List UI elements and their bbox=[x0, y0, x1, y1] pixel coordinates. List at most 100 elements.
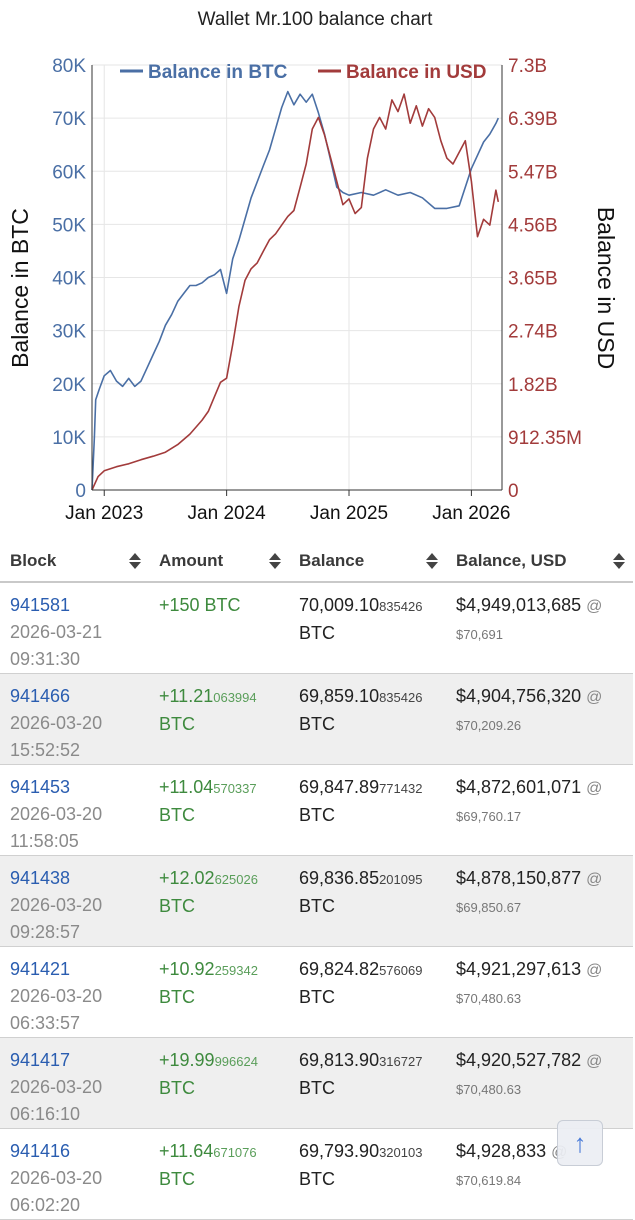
usd-at: @ bbox=[586, 1053, 603, 1070]
sort-icon bbox=[613, 552, 625, 570]
x-tick-label: Jan 2024 bbox=[188, 503, 267, 524]
x-tick-label: Jan 2023 bbox=[65, 503, 143, 524]
block-link[interactable]: 941421 bbox=[10, 959, 71, 979]
chart-axes: 0 0 10K 912.35M 20K 1.82B 30K 2.74B 40K 3.65B 50K 4… bbox=[52, 56, 582, 524]
chart-legend: Balance in BTC Balance in USD bbox=[120, 62, 486, 83]
table-row: 941453 2026-03-20 11:58:05 +11.04570337 BTC 6… bbox=[0, 764, 633, 856]
balance-small-digits: 835426 bbox=[379, 599, 423, 614]
y-axis-label-left: Balance in BTC bbox=[7, 208, 33, 368]
amount-unit: BTC bbox=[159, 1078, 195, 1098]
header-block[interactable]: Block bbox=[0, 540, 149, 583]
x-tick-label: Jan 2026 bbox=[432, 503, 510, 524]
transactions-table-wrap: Block Amount Balance Balance, USD 941581… bbox=[0, 540, 635, 1220]
block-time: 06:16:10 bbox=[10, 1104, 81, 1124]
sort-icon bbox=[269, 552, 281, 570]
header-balance-label: Balance bbox=[299, 550, 365, 570]
header-balance[interactable]: Balance bbox=[289, 540, 446, 583]
block-date: 2026-03-20 bbox=[10, 1077, 103, 1097]
balance-main: 69,859.10 bbox=[299, 686, 380, 706]
amount-main: +19.99 bbox=[159, 1050, 215, 1070]
cell-balance: 69,793.90320103 BTC bbox=[289, 1128, 446, 1220]
block-date: 2026-03-20 bbox=[10, 804, 103, 824]
header-amount[interactable]: Amount bbox=[149, 540, 289, 583]
chart-grid bbox=[92, 64, 502, 491]
balance-small-digits: 576069 bbox=[379, 963, 423, 978]
amount-unit: BTC bbox=[159, 805, 195, 825]
balance-unit: BTC bbox=[299, 805, 335, 825]
balance-small-digits: 835426 bbox=[379, 690, 423, 705]
cell-amount: +150 BTC bbox=[149, 582, 289, 674]
table-header-row: Block Amount Balance Balance, USD bbox=[0, 540, 633, 583]
table-row: 941466 2026-03-20 15:52:52 +11.21063994 BTC 6… bbox=[0, 673, 633, 765]
y-tick-label-left: 30K bbox=[52, 322, 86, 343]
block-time: 06:02:20 bbox=[10, 1195, 81, 1215]
y-tick-label-right: 4.56B bbox=[508, 215, 558, 236]
cell-balance-usd: $4,878,150,877 @ $69,850.67 bbox=[446, 855, 633, 947]
block-link[interactable]: 941581 bbox=[10, 595, 71, 615]
amount-small-digits: 671076 bbox=[213, 1145, 257, 1160]
balance-unit: BTC bbox=[299, 1078, 335, 1098]
balance-small-digits: 201095 bbox=[379, 872, 423, 887]
amount-unit: BTC bbox=[159, 987, 195, 1007]
cell-amount: +11.64671076 BTC bbox=[149, 1128, 289, 1220]
y-axis-label-right: Balance in USD bbox=[593, 207, 619, 369]
y-tick-label-left: 0 bbox=[75, 481, 86, 502]
header-balance-usd-label: Balance, USD bbox=[456, 550, 567, 570]
balance-unit: BTC bbox=[299, 896, 335, 916]
amount-unit: BTC bbox=[159, 714, 195, 734]
y-tick-label-right: 2.74B bbox=[508, 322, 558, 343]
cell-balance: 69,824.82576069 BTC bbox=[289, 946, 446, 1038]
block-link[interactable]: 941417 bbox=[10, 1050, 71, 1070]
table-row: 941581 2026-03-21 09:31:30 +150 BTC 70,009.1… bbox=[0, 582, 633, 674]
cell-amount: +11.21063994 BTC bbox=[149, 673, 289, 765]
header-balance-usd[interactable]: Balance, USD bbox=[446, 540, 633, 583]
legend-label-btc: Balance in BTC bbox=[148, 62, 288, 83]
y-tick-label-right: 0 bbox=[508, 481, 519, 502]
amount-small-digits: 063994 bbox=[213, 690, 257, 705]
cell-amount: +12.02625026 BTC bbox=[149, 855, 289, 947]
scroll-to-top-button[interactable]: ↑ bbox=[557, 1120, 603, 1166]
balance-main: 69,793.90 bbox=[299, 1141, 380, 1161]
amount-main: +11.64 bbox=[159, 1141, 214, 1161]
y-tick-label-right: 912.35M bbox=[508, 428, 582, 449]
amount-unit: BTC bbox=[159, 1169, 195, 1189]
y-tick-label-right: 7.3B bbox=[508, 56, 547, 77]
usd-at: @ bbox=[586, 871, 603, 888]
cell-amount: +19.99996624 BTC bbox=[149, 1037, 289, 1129]
cell-balance: 69,847.89771432 BTC bbox=[289, 764, 446, 856]
amount-main: +10.92 bbox=[159, 959, 215, 979]
cell-balance-usd: $4,872,601,071 @ $69,760.17 bbox=[446, 764, 633, 856]
block-time: 06:33:57 bbox=[10, 1013, 81, 1033]
balance-main: 69,824.82 bbox=[299, 959, 380, 979]
cell-amount: +10.92259342 BTC bbox=[149, 946, 289, 1038]
table-row: 941416 2026-03-20 06:02:20 +11.64671076 BTC 6… bbox=[0, 1128, 633, 1220]
cell-block: 941581 2026-03-21 09:31:30 bbox=[0, 582, 149, 674]
balance-main: 70,009.10 bbox=[299, 595, 380, 615]
balance-small-digits: 316727 bbox=[379, 1054, 423, 1069]
amount-small-digits: 625026 bbox=[214, 872, 258, 887]
block-link[interactable]: 941416 bbox=[10, 1141, 71, 1161]
block-time: 09:28:57 bbox=[10, 922, 81, 942]
y-tick-label-left: 20K bbox=[52, 375, 86, 396]
block-link[interactable]: 941438 bbox=[10, 868, 71, 888]
cell-amount: +11.04570337 BTC bbox=[149, 764, 289, 856]
cell-block: 941453 2026-03-20 11:58:05 bbox=[0, 764, 149, 856]
block-link[interactable]: 941466 bbox=[10, 686, 71, 706]
amount-small-digits: 996624 bbox=[214, 1054, 258, 1069]
y-tick-label-left: 60K bbox=[52, 162, 86, 183]
balance-main: 69,847.89 bbox=[299, 777, 380, 797]
block-link[interactable]: 941453 bbox=[10, 777, 71, 797]
series-line-usd bbox=[91, 93, 500, 491]
balance-unit: BTC bbox=[299, 987, 335, 1007]
block-date: 2026-03-20 bbox=[10, 1168, 103, 1188]
balance-chart-svg: Wallet Mr.100 balance chart 0 0 10K 912.35M… bbox=[7, 9, 619, 524]
y-tick-label-right: 6.39B bbox=[508, 109, 558, 130]
cell-balance: 69,859.10835426 BTC bbox=[289, 673, 446, 765]
block-date: 2026-03-20 bbox=[10, 895, 103, 915]
usd-value: $4,920,527,782 bbox=[456, 1050, 582, 1070]
block-time: 09:31:30 bbox=[10, 649, 81, 669]
block-date: 2026-03-20 bbox=[10, 986, 103, 1006]
balance-small-digits: 320103 bbox=[379, 1145, 423, 1160]
y-tick-label-right: 5.47B bbox=[508, 162, 558, 183]
arrow-up-icon: ↑ bbox=[573, 1128, 587, 1158]
